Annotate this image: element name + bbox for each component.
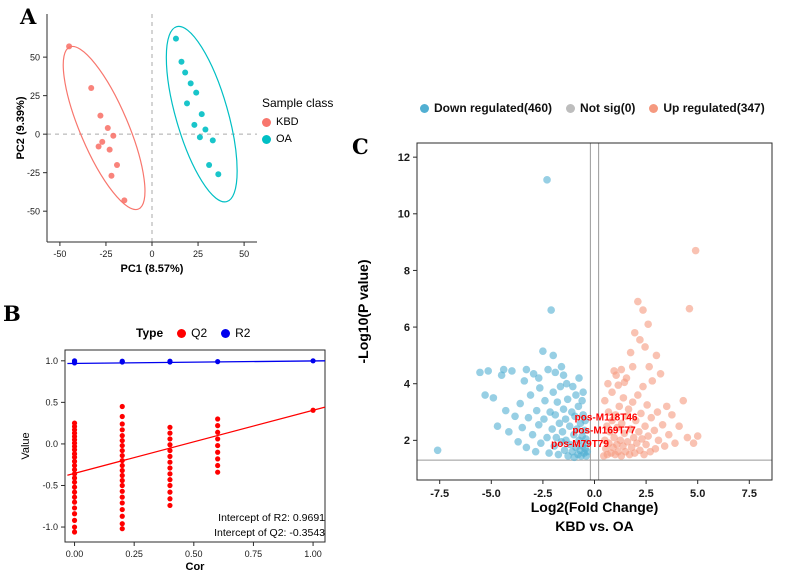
svg-text:PC2 (9.39%): PC2 (9.39%) bbox=[15, 96, 27, 159]
svg-text:2: 2 bbox=[404, 435, 410, 447]
svg-text:-50: -50 bbox=[53, 249, 66, 259]
svg-text:10: 10 bbox=[398, 209, 410, 221]
kbd-color-dot bbox=[262, 117, 271, 127]
svg-text:-2.5: -2.5 bbox=[533, 488, 552, 500]
svg-text:PC1 (8.57%): PC1 (8.57%) bbox=[121, 263, 184, 275]
svg-text:0.00: 0.00 bbox=[66, 549, 84, 559]
svg-text:0.0: 0.0 bbox=[587, 488, 602, 500]
q2-label: Q2 bbox=[191, 326, 208, 340]
r2-color-dot bbox=[221, 328, 231, 338]
svg-text:0.75: 0.75 bbox=[245, 549, 263, 559]
svg-text:Log2(Fold Change): Log2(Fold Change) bbox=[531, 499, 659, 515]
svg-text:0: 0 bbox=[149, 249, 154, 259]
down-regulated-label: Down regulated(460) bbox=[434, 101, 553, 115]
q2-color-dot bbox=[177, 328, 187, 338]
pca-scatter-plot: -50 -25 0 25 50 -50 -25 0 25 50 PC1 (8.57%) PC2 (9.… bbox=[15, 14, 257, 275]
panel-b-label: B bbox=[3, 301, 21, 326]
volcano-legend: Down regulated(460) Not sig(0) Up regula… bbox=[420, 101, 765, 115]
svg-text:-7.5: -7.5 bbox=[430, 488, 449, 500]
svg-text:25: 25 bbox=[30, 91, 40, 101]
svg-text:2.5: 2.5 bbox=[638, 488, 653, 500]
not-sig-color-dot bbox=[566, 103, 576, 113]
svg-text:Value: Value bbox=[20, 432, 32, 459]
oa-label: OA bbox=[276, 133, 292, 145]
svg-text:1.0: 1.0 bbox=[45, 356, 58, 366]
pca-legend: Sample class KBD OA bbox=[262, 96, 333, 150]
svg-text:6: 6 bbox=[404, 322, 410, 334]
svg-text:12: 12 bbox=[398, 152, 410, 164]
legend-item-up-regulated: Up regulated(347) bbox=[649, 101, 765, 115]
svg-text:pos-M118T46: pos-M118T46 bbox=[575, 413, 638, 424]
panel-c-label: C bbox=[352, 134, 369, 159]
svg-text:0.0: 0.0 bbox=[45, 439, 58, 449]
svg-text:pos-M79T79: pos-M79T79 bbox=[551, 439, 609, 450]
volcano-plot: -7.5 -5.0 -2.5 0.0 2.5 5.0 7.5 2 4 6 8 10 12 Log2(Fol… bbox=[355, 142, 773, 534]
svg-text:7.5: 7.5 bbox=[742, 488, 757, 500]
permutation-legend: Type Q2 R2 bbox=[136, 326, 250, 340]
legend-item-r2: R2 bbox=[221, 326, 250, 340]
svg-text:4: 4 bbox=[404, 379, 411, 391]
svg-text:0: 0 bbox=[35, 129, 40, 139]
svg-text:-5.0: -5.0 bbox=[482, 488, 501, 500]
svg-text:-1.0: -1.0 bbox=[42, 522, 58, 532]
svg-text:-25: -25 bbox=[99, 249, 112, 259]
svg-text:0.25: 0.25 bbox=[125, 549, 143, 559]
r2-label: R2 bbox=[235, 326, 251, 340]
svg-text:Cor: Cor bbox=[186, 561, 206, 573]
legend-item-kbd: KBD bbox=[262, 116, 333, 128]
kbd-label: KBD bbox=[276, 116, 299, 128]
svg-text:5.0: 5.0 bbox=[690, 488, 705, 500]
legend-item-not-sig: Not sig(0) bbox=[566, 101, 635, 115]
svg-text:KBD vs. OA: KBD vs. OA bbox=[555, 518, 634, 534]
oa-color-dot bbox=[262, 134, 271, 144]
legend-item-oa: OA bbox=[262, 133, 333, 145]
down-regulated-color-dot bbox=[420, 103, 429, 113]
legend-item-down-regulated: Down regulated(460) bbox=[420, 101, 552, 115]
legend-item-q2: Q2 bbox=[177, 326, 207, 340]
svg-text:-25: -25 bbox=[27, 168, 40, 178]
panel-a-label: A bbox=[20, 4, 37, 29]
svg-text:Intercept of Q2: -0.3543: Intercept of Q2: -0.3543 bbox=[214, 527, 325, 539]
svg-text:Intercept of R2: 0.9691: Intercept of R2: 0.9691 bbox=[218, 512, 325, 524]
svg-text:8: 8 bbox=[404, 265, 410, 277]
svg-text:0.50: 0.50 bbox=[185, 549, 203, 559]
svg-text:25: 25 bbox=[193, 249, 203, 259]
svg-text:0.5: 0.5 bbox=[45, 398, 58, 408]
svg-text:50: 50 bbox=[30, 52, 40, 62]
up-regulated-color-dot bbox=[649, 103, 659, 113]
svg-text:1.00: 1.00 bbox=[304, 549, 322, 559]
svg-text:pos-M169T77: pos-M169T77 bbox=[572, 426, 636, 437]
permutation-legend-title: Type bbox=[136, 326, 164, 340]
pca-legend-title: Sample class bbox=[262, 96, 334, 110]
svg-text:50: 50 bbox=[239, 249, 249, 259]
not-sig-label: Not sig(0) bbox=[580, 101, 636, 115]
permutation-test-plot: 0.00 0.25 0.50 0.75 1.00 -1.0 -0.5 0.0 0.5 1.0 Cor… bbox=[20, 349, 326, 573]
up-regulated-label: Up regulated(347) bbox=[663, 101, 765, 115]
svg-text:-Log10(P value): -Log10(P value) bbox=[355, 260, 371, 364]
svg-text:-50: -50 bbox=[27, 206, 40, 216]
svg-text:-0.5: -0.5 bbox=[42, 481, 58, 491]
